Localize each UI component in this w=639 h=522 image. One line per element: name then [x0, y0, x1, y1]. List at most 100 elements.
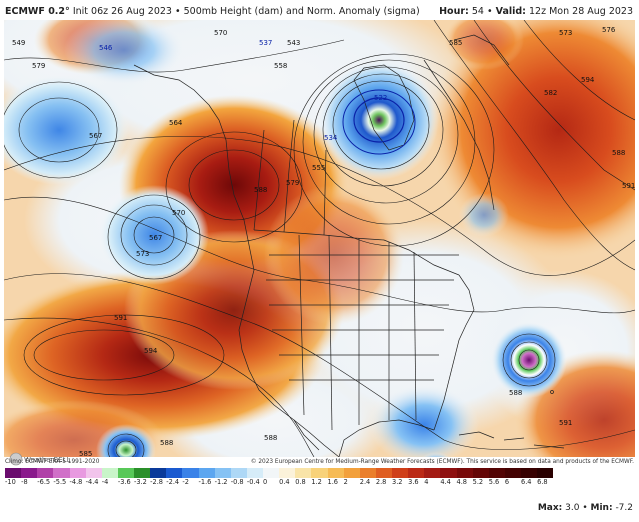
colorbar-tick-label: -8	[21, 478, 28, 486]
valid-label: Valid:	[495, 6, 526, 17]
contour-label: 543	[287, 39, 300, 47]
product-name: 500mb Height (dam) and Norm. Anomaly (si…	[183, 6, 420, 17]
contour-label: 594	[581, 76, 595, 84]
colorbar-swatch	[21, 468, 38, 478]
max-min-stats: Max: 3.0 • Min: -7.2	[537, 503, 633, 513]
colorbar-tick-label: -5.5	[53, 478, 67, 486]
contour-label: 573	[136, 250, 149, 258]
colorbar-tick-label: 6	[504, 478, 510, 486]
height-contours	[4, 20, 635, 457]
contour-label: 591	[559, 419, 572, 427]
colorbar-tick-label: 2	[343, 478, 348, 486]
colorbar-tick-label: -10	[5, 478, 16, 486]
colorbar-tick-label: -6.5	[37, 478, 51, 486]
colorbar-tick-label: 3.2	[392, 478, 403, 486]
colorbar-swatch	[456, 468, 473, 478]
colorbar-tick-label: -0.4	[246, 478, 260, 486]
colorbar-swatch	[488, 468, 505, 478]
colorbar-swatch	[166, 468, 183, 478]
colorbar-swatch	[37, 468, 54, 478]
colorbar-tick-label: -3.6	[117, 478, 131, 486]
model-name: ECMWF 0.2°	[5, 6, 70, 17]
colorbar-swatch	[134, 468, 151, 478]
colorbar-swatch	[150, 468, 167, 478]
weather-map[interactable]: 546 549 570 579 567 564 558 537 543 534 …	[4, 20, 635, 457]
colorbar-swatch	[440, 468, 457, 478]
contour-label: 567	[89, 132, 102, 140]
init-time: Init 06z 26 Aug 2023	[72, 6, 172, 17]
colorbar-swatch	[424, 468, 441, 478]
colorbar-tick-label: 5.6	[488, 478, 500, 486]
contour-label: 585	[79, 450, 92, 457]
colorbar-swatch	[5, 468, 22, 478]
colorbar-swatch	[182, 468, 199, 478]
colorbar-tick-label: -4.8	[69, 478, 83, 486]
contour-label: 534	[324, 134, 338, 142]
negative-anomaly-regions	[4, 20, 567, 457]
colorbar-swatch	[295, 468, 312, 478]
colorbar-swatch	[279, 468, 296, 478]
copyright-note: © 2023 European Centre for Medium-Range …	[250, 459, 634, 465]
contour-label: 555	[312, 164, 325, 172]
anomaly-colorbar: -10 -8 -6.5 -5.5 -4.8 -4.4 -4 -3.6 -3.2 -2.8 -2.4-…	[5, 468, 554, 500]
logo-text: WeatherBELL	[24, 456, 71, 464]
colorbar-tick-label: 0	[263, 478, 268, 486]
colorbar-tick-label: 2.4	[359, 478, 371, 486]
colorbar-tick-label: 6.4	[521, 478, 532, 486]
colorbar-swatch	[69, 468, 86, 478]
forecast-hour: 54	[471, 6, 484, 17]
contour-label: 570	[172, 209, 185, 217]
contour-label: 588	[160, 439, 173, 447]
colorbar-swatch	[375, 468, 392, 478]
contour-label: 579	[32, 62, 45, 70]
colorbar-swatch	[230, 468, 247, 478]
colorbar-swatch	[472, 468, 489, 478]
contour-label: 570	[214, 29, 227, 37]
colorbar-swatch	[343, 468, 360, 478]
colorbar-swatch	[392, 468, 409, 478]
colorbar-tick-label: -2.8	[150, 478, 163, 486]
contour-label: 588	[254, 186, 267, 194]
colorbar-swatch	[53, 468, 70, 478]
map-canvas: 546 549 570 579 567 564 558 537 543 534 …	[4, 20, 635, 457]
contour-label: 522	[374, 94, 387, 102]
contour-label: 549	[12, 39, 25, 47]
colorbar-tick-label: -2.4	[166, 478, 180, 486]
contour-label: 591	[114, 314, 127, 322]
colorbar-tick-label: 2.8	[375, 478, 387, 486]
contour-label: 564	[169, 119, 183, 127]
min-value: -7.2	[615, 503, 633, 513]
contour-label: 573	[559, 29, 572, 37]
contour-label: 558	[274, 62, 287, 70]
contour-label: 582	[544, 89, 557, 97]
contour-label: 588	[612, 149, 625, 157]
colorbar-swatch	[198, 468, 215, 478]
max-value: 3.0	[565, 503, 580, 513]
colorbar-swatch	[359, 468, 376, 478]
colorbar-swatch	[117, 468, 134, 478]
colorbar-tick-label: 6.8	[537, 478, 548, 486]
weatherbell-logo: WeatherBELL	[9, 451, 71, 470]
colorbar-swatch	[311, 468, 328, 478]
colorbar-swatch	[85, 468, 102, 478]
contour-label: 537	[259, 39, 272, 47]
max-label: Max:	[537, 503, 563, 513]
colorbar-tick-label: 5.2	[472, 478, 484, 486]
colorbar-swatch	[263, 468, 280, 478]
contour-label: 579	[286, 179, 299, 187]
colorbar-tick-label: -0.8	[230, 478, 244, 486]
colorbar-tick-label: 0.8	[295, 478, 306, 486]
contour-label: 591	[622, 182, 635, 190]
min-label: Min:	[590, 503, 613, 513]
colorbar-tick-label: -1.2	[214, 478, 228, 486]
colorbar-tick-label: 4	[424, 478, 429, 486]
contour-label: 594	[144, 347, 158, 355]
colorbar-tick-label: -3.2	[134, 478, 147, 486]
colorbar-swatches	[5, 468, 554, 478]
colorbar-tick-label: -4	[101, 478, 109, 486]
contour-label: 576	[602, 26, 616, 34]
climo-note: Climo: ECMWF ERA-5 1991-2020	[5, 459, 100, 465]
colorbar-swatch	[327, 468, 344, 478]
colorbar-tick-label: 1.6	[327, 478, 339, 486]
contour-label: 567	[149, 234, 162, 242]
